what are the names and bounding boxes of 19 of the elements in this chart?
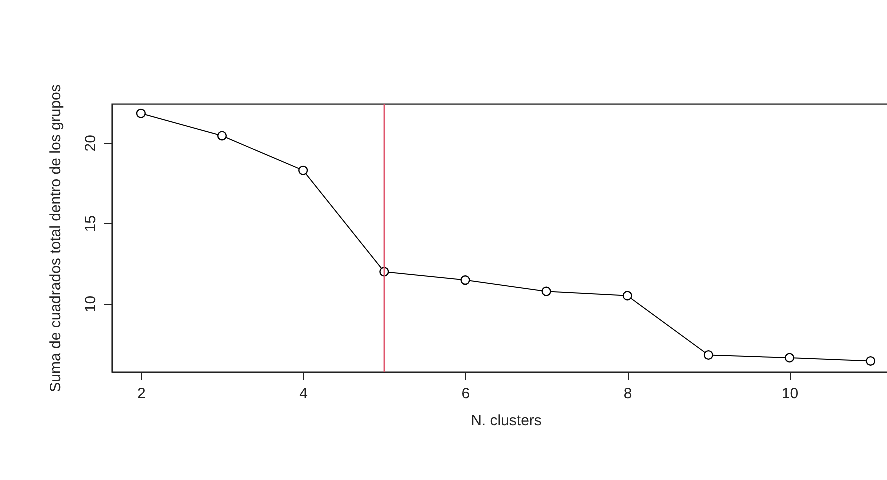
point xyxy=(542,286,552,296)
x-tick-label: 8 xyxy=(624,386,632,402)
point xyxy=(136,108,146,118)
point xyxy=(622,291,632,301)
point xyxy=(704,350,714,360)
y-tick-label: 15 xyxy=(82,216,100,232)
y-tick-label: 20 xyxy=(82,135,100,152)
point xyxy=(460,276,470,286)
point xyxy=(866,356,876,366)
point xyxy=(784,353,795,363)
point xyxy=(217,131,228,141)
x-axis-title: N. clusters xyxy=(471,412,542,430)
x-tick-label: 2 xyxy=(138,386,146,402)
point xyxy=(298,166,308,176)
y-tick-label: 10 xyxy=(82,296,100,313)
x-tick-label: 6 xyxy=(462,386,470,402)
x-tick-label: 10 xyxy=(782,386,799,402)
y-axis-title: Suma de cuadrados total dentro de los grupos xyxy=(48,84,64,392)
x-tick-label: 4 xyxy=(300,386,308,402)
